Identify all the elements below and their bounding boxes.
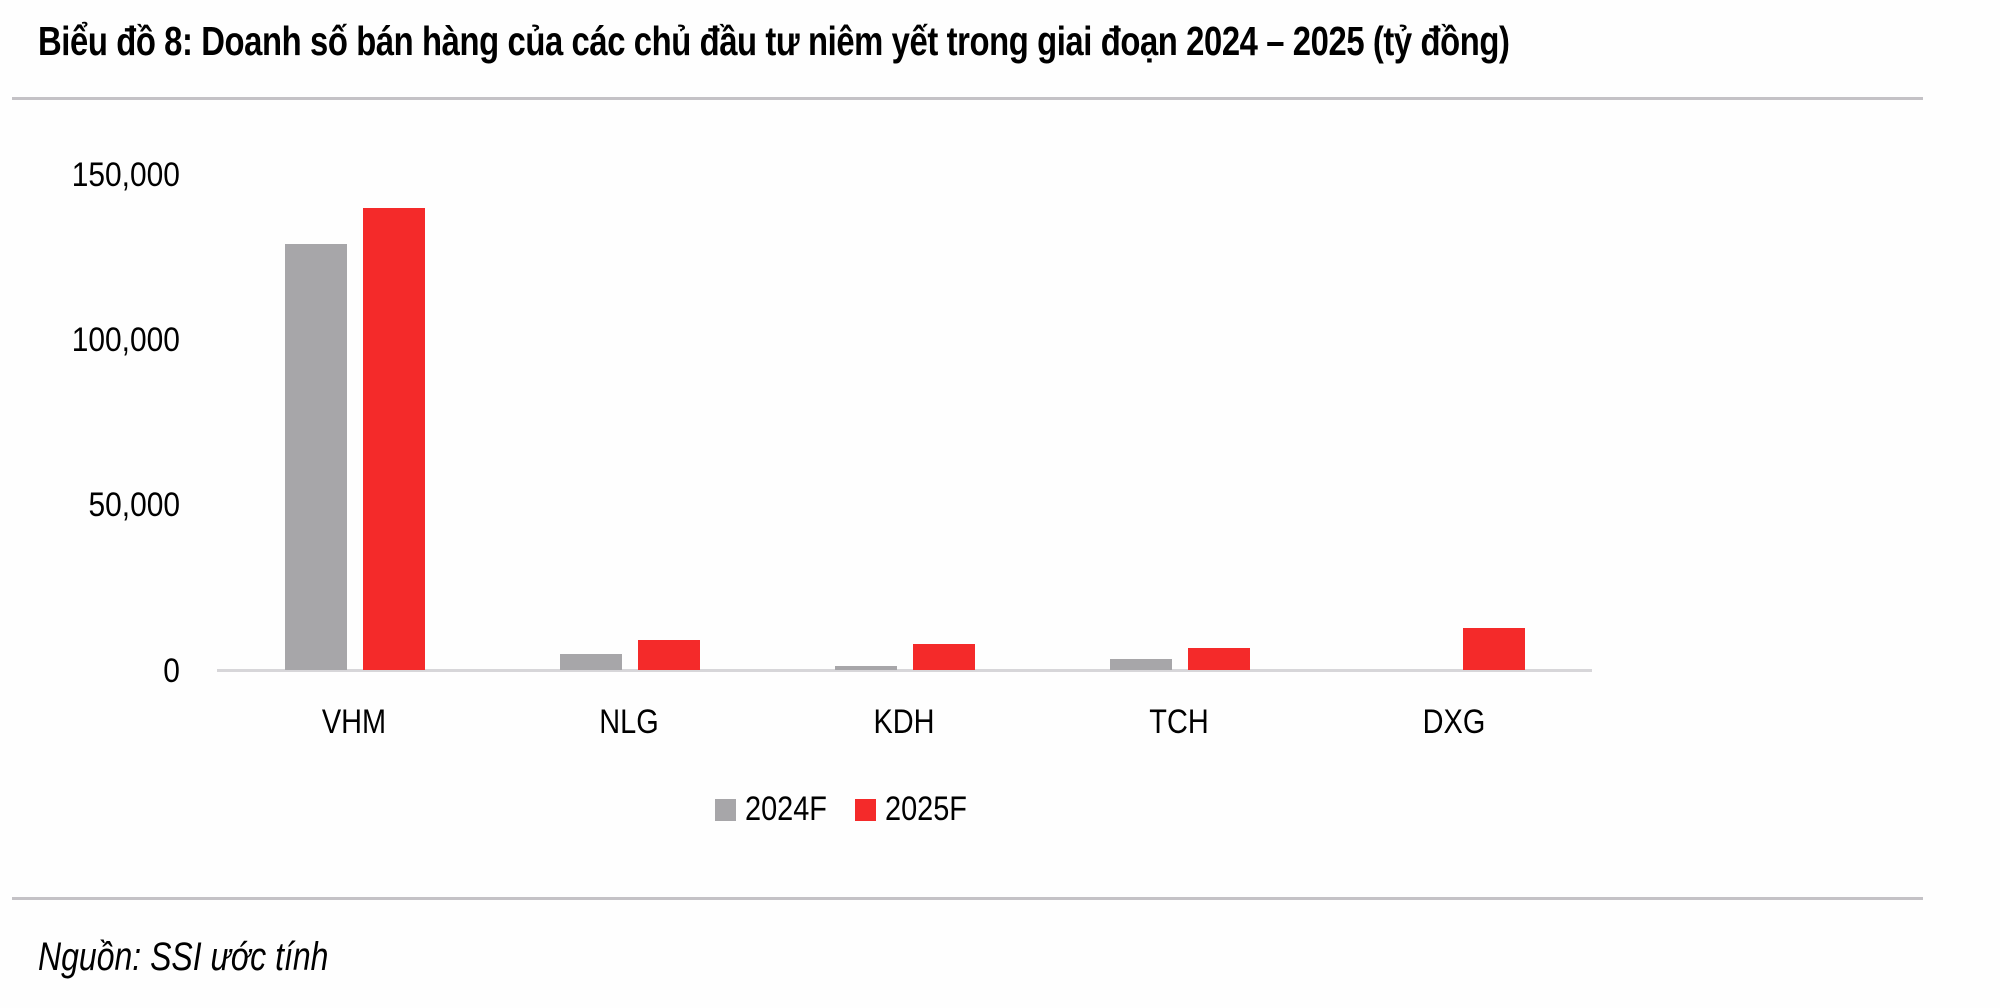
bar-dxg-2025f <box>1462 628 1525 670</box>
bar-tch-2025f <box>1187 647 1250 670</box>
y-tick-label: 0 <box>163 652 180 690</box>
bar-nlg-2024f <box>559 653 622 670</box>
bar-tch-2024f <box>1109 659 1172 670</box>
legend: 2024F 2025F <box>715 790 996 829</box>
x-tick-label: DXG <box>1422 703 1486 741</box>
chart-title: Biểu đồ 8: Doanh số bán hàng của các chủ… <box>38 18 1510 64</box>
bar-nlg-2025f <box>637 640 700 670</box>
bar-kdh-2024f <box>834 666 897 670</box>
y-tick-label: 150,000 <box>71 156 180 194</box>
legend-label: 2025F <box>885 790 968 828</box>
x-tick-label: NLG <box>599 703 659 741</box>
legend-item-2025f: 2025F <box>855 790 967 829</box>
legend-swatch-icon <box>715 798 736 821</box>
top-divider <box>12 97 1923 100</box>
bar-kdh-2025f <box>912 643 975 670</box>
bottom-divider <box>12 897 1923 900</box>
bar-vhm-2024f <box>284 244 347 670</box>
bar-vhm-2025f <box>362 208 425 670</box>
x-tick-label: VHM <box>321 703 387 741</box>
y-tick-label: 50,000 <box>88 486 180 524</box>
x-axis-line <box>217 669 1592 672</box>
source-note: Nguồn: SSI ước tính <box>38 935 329 979</box>
y-tick-label: 100,000 <box>71 321 180 359</box>
legend-item-2024f: 2024F <box>715 790 827 829</box>
x-tick-label: KDH <box>873 703 935 741</box>
legend-label: 2024F <box>745 790 827 828</box>
legend-swatch-icon <box>855 798 877 821</box>
x-tick-label: TCH <box>1149 703 1209 741</box>
